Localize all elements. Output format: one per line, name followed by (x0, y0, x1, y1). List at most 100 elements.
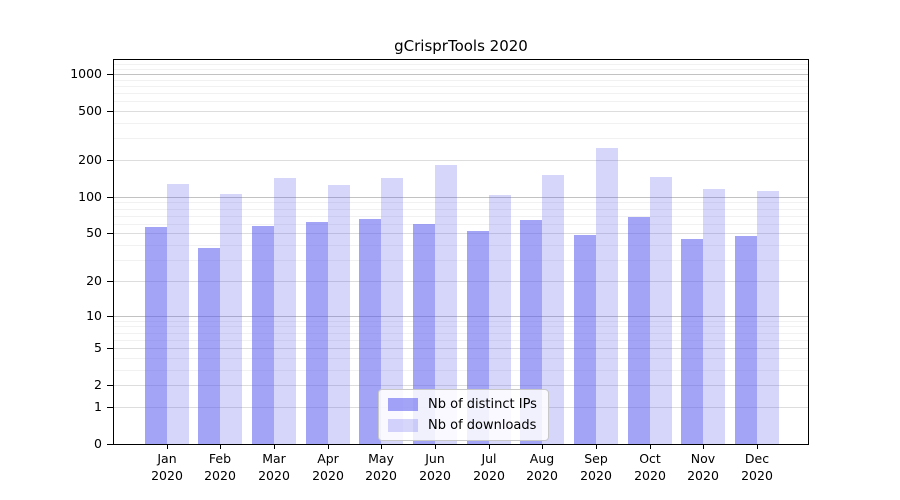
bar-downloads (757, 191, 780, 444)
plot-area: Nb of distinct IPs Nb of downloads (113, 59, 809, 445)
y-tick-label: 100 (78, 189, 102, 204)
grid-line (114, 244, 808, 246)
y-tick-mark (107, 385, 113, 386)
y-tick-mark (107, 281, 113, 282)
bar-downloads (649, 177, 672, 444)
grid-line (114, 223, 808, 225)
x-tick-label: Jul 2020 (473, 451, 505, 483)
y-tick-mark (107, 348, 113, 349)
x-tick-label: Mar 2020 (258, 451, 290, 483)
legend-entry-downloads: Nb of downloads (388, 418, 537, 433)
x-tick-mark (757, 444, 758, 449)
grid-line (114, 100, 808, 102)
legend-swatch-downloads (388, 419, 418, 432)
grid-line (114, 201, 808, 203)
legend-label-downloads: Nb of downloads (428, 418, 537, 433)
bar-distinct-ips (198, 248, 221, 444)
bar-distinct-ips (574, 235, 597, 444)
y-tick-label: 0 (94, 436, 102, 451)
x-tick-mark (220, 444, 221, 449)
grid-line (114, 215, 808, 217)
grid-line (114, 315, 808, 317)
bar-downloads (166, 184, 189, 444)
grid-line (114, 63, 808, 65)
bar-downloads (435, 165, 458, 444)
y-tick-mark (107, 197, 113, 198)
x-tick-label: Feb 2020 (204, 451, 236, 483)
grid-line (114, 122, 808, 124)
x-tick-mark (542, 444, 543, 449)
y-tick-label: 2 (94, 377, 102, 392)
bar-downloads (542, 175, 565, 444)
grid-line (114, 259, 808, 261)
x-tick-label: Oct 2020 (634, 451, 666, 483)
grid-line (114, 68, 808, 70)
bar-distinct-ips (681, 239, 704, 444)
grid-line (114, 79, 808, 81)
x-tick-label: Aug 2020 (526, 451, 558, 483)
y-tick-label: 10 (86, 308, 102, 323)
grid-line (114, 347, 808, 349)
grid-line (114, 85, 808, 87)
grid-line (114, 92, 808, 94)
bar-downloads (703, 189, 726, 444)
grid-line (114, 332, 808, 334)
x-tick-mark (435, 444, 436, 449)
y-tick-mark (107, 407, 113, 408)
x-tick-label: Jun 2020 (419, 451, 451, 483)
grid-line (114, 369, 808, 371)
grid-line (114, 73, 808, 75)
x-tick-label: Nov 2020 (687, 451, 719, 483)
bar-distinct-ips (627, 217, 650, 444)
x-tick-label: Jan 2020 (151, 451, 183, 483)
grid-line (114, 280, 808, 282)
bar-layer (114, 60, 808, 444)
chart-title: gCrisprTools 2020 (394, 37, 528, 55)
x-tick-label: Dec 2020 (741, 451, 773, 483)
bar-downloads (596, 148, 619, 444)
bar-distinct-ips (520, 220, 543, 444)
y-tick-mark (107, 160, 113, 161)
grid-line (114, 208, 808, 210)
x-tick-mark (381, 444, 382, 449)
x-tick-label: May 2020 (365, 451, 397, 483)
grid-layer (114, 60, 808, 444)
x-tick-mark (328, 444, 329, 449)
x-tick-label: Apr 2020 (312, 451, 344, 483)
x-tick-mark (167, 444, 168, 449)
bar-downloads (274, 178, 297, 444)
legend: Nb of distinct IPs Nb of downloads (378, 389, 549, 441)
bar-downloads (220, 194, 243, 444)
grid-line (114, 232, 808, 234)
y-tick-label: 200 (78, 152, 102, 167)
grid-line (114, 196, 808, 198)
grid-line (114, 137, 808, 139)
grid-line (114, 325, 808, 327)
y-tick-mark (107, 74, 113, 75)
bar-downloads (381, 178, 404, 444)
y-tick-mark (107, 111, 113, 112)
y-tick-mark (107, 316, 113, 317)
x-tick-mark (703, 444, 704, 449)
legend-swatch-distinct-ips (388, 398, 418, 411)
bar-distinct-ips (305, 222, 328, 444)
y-tick-label: 1000 (70, 66, 102, 81)
x-tick-mark (274, 444, 275, 449)
x-tick-mark (489, 444, 490, 449)
y-tick-mark (107, 233, 113, 234)
grid-line (114, 159, 808, 161)
legend-label-distinct-ips: Nb of distinct IPs (428, 397, 537, 412)
bar-downloads (488, 195, 511, 444)
bar-distinct-ips (252, 226, 275, 444)
legend-entry-distinct-ips: Nb of distinct IPs (388, 397, 537, 412)
grid-line (114, 339, 808, 341)
x-tick-mark (596, 444, 597, 449)
bar-distinct-ips (359, 219, 382, 444)
grid-line (114, 110, 808, 112)
y-tick-label: 20 (86, 273, 102, 288)
y-tick-label: 50 (86, 225, 102, 240)
grid-line (114, 320, 808, 322)
x-tick-mark (650, 444, 651, 449)
x-tick-label: Sep 2020 (580, 451, 612, 483)
